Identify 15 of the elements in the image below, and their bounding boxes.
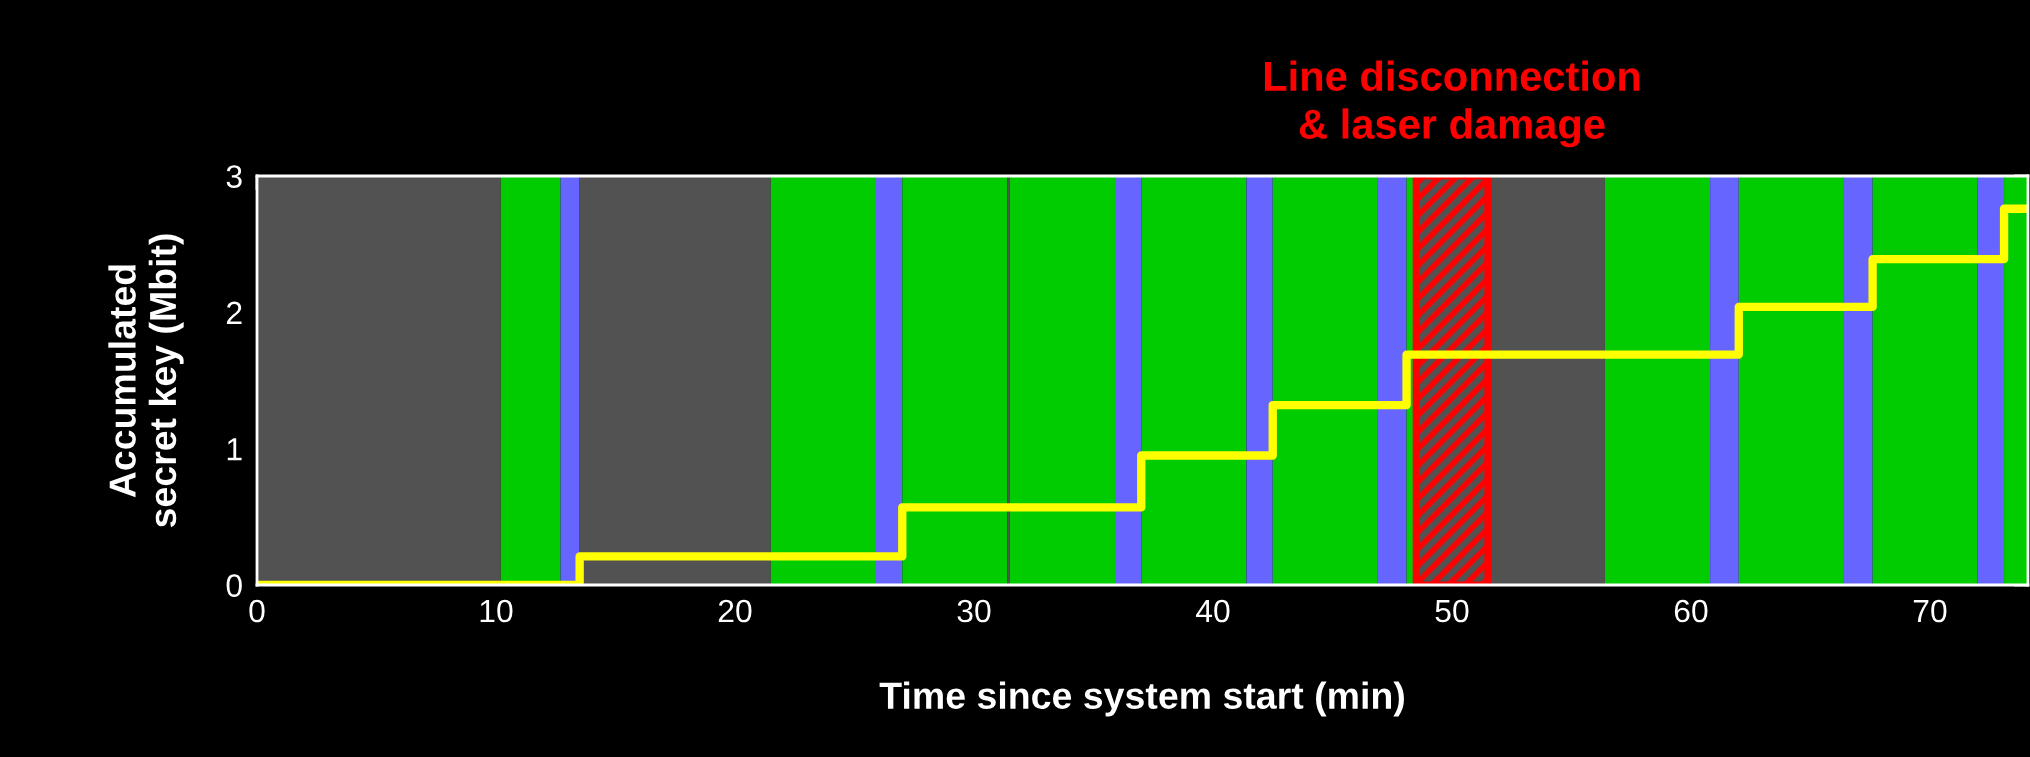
- y-axis-title: Accumulated secret key (Mbit): [108, 234, 184, 528]
- x-tick-label: 0: [249, 599, 265, 623]
- x-tick-label: 10: [480, 599, 513, 623]
- x-tick-label: 40: [1195, 599, 1230, 623]
- x-axis-title: Time since system start (min): [879, 681, 1404, 717]
- band-label: Line disconnection & laser damage: [1264, 60, 1640, 148]
- y-tick-label: 2: [226, 301, 242, 324]
- x-tick-label: 50: [1435, 599, 1469, 623]
- x-tick-label: 70: [1913, 599, 1947, 623]
- y-tick-label: 3: [226, 165, 242, 188]
- x-tick-label: 20: [718, 599, 752, 623]
- x-tick-label: 60: [1674, 599, 1708, 623]
- x-tick-label: 30: [957, 599, 991, 623]
- y-tick-label: 0: [226, 574, 242, 597]
- y-tick-label: 1: [227, 438, 242, 461]
